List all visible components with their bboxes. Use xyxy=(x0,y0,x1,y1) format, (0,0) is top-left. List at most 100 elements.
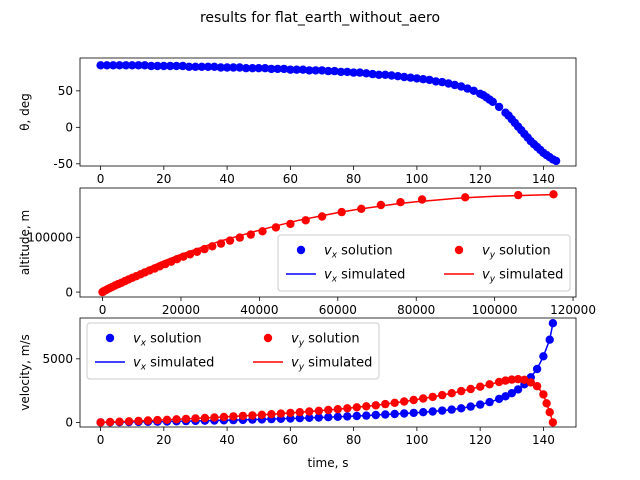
legend-label: vy solution xyxy=(291,332,360,349)
data-point xyxy=(461,193,470,202)
data-point xyxy=(185,250,195,259)
data-point xyxy=(357,204,366,213)
data-point xyxy=(222,63,232,72)
data-point xyxy=(343,67,352,77)
legend-symbol: v xyxy=(324,268,332,283)
legend-subscript: x xyxy=(331,275,338,285)
legend-subscript: x xyxy=(140,339,147,349)
legend-label: vx solution xyxy=(133,332,202,349)
legend-symbol: v xyxy=(291,356,299,371)
data-point xyxy=(551,156,561,166)
x-tick-label: 100000 xyxy=(472,303,518,317)
legend-label: vx solution xyxy=(324,244,393,261)
data-point xyxy=(301,216,310,225)
y-tick-label: 5000 xyxy=(42,352,73,366)
data-point xyxy=(153,61,162,71)
x-tick-label: 0 xyxy=(97,433,105,447)
data-point xyxy=(241,63,251,73)
legend-word: simulated xyxy=(495,268,563,283)
data-point xyxy=(355,68,365,77)
data-point xyxy=(324,66,333,76)
data-point xyxy=(376,200,386,210)
legend-label: vy solution xyxy=(482,244,551,261)
data-point xyxy=(336,67,346,77)
x-tick-label: 120 xyxy=(469,433,492,447)
data-point xyxy=(425,75,434,85)
legend-word: solution xyxy=(337,244,393,259)
data-point xyxy=(330,66,339,76)
y-tick-label: 0 xyxy=(65,416,73,430)
series-line xyxy=(100,323,554,424)
data-point xyxy=(260,63,270,73)
data-point xyxy=(393,72,403,81)
data-point xyxy=(396,198,405,207)
legend-symbol: v xyxy=(133,356,141,371)
data-point xyxy=(311,66,320,75)
data-point xyxy=(279,64,289,74)
data-point xyxy=(267,64,276,74)
legend-symbol: v xyxy=(482,268,490,283)
data-point xyxy=(208,242,217,251)
legend-subscript: x xyxy=(140,363,147,373)
x-tick-label: 100 xyxy=(405,433,428,447)
legend-word: simulated xyxy=(337,268,405,283)
legend-subscript: y xyxy=(489,251,496,261)
data-point xyxy=(400,72,409,82)
data-point xyxy=(292,65,301,74)
x-tick-label: 100 xyxy=(405,172,428,186)
legend-symbol: v xyxy=(291,332,299,347)
x-tick-label: 40 xyxy=(219,433,234,447)
data-point xyxy=(179,252,188,261)
axes-frame xyxy=(79,187,577,298)
x-tick-label: 80 xyxy=(346,172,361,186)
data-point xyxy=(337,207,346,217)
y-axis-label: altitude, m xyxy=(18,210,32,275)
x-tick-label: 60 xyxy=(283,172,298,186)
data-point xyxy=(192,247,202,256)
legend-symbol: v xyxy=(133,332,141,347)
data-point xyxy=(102,61,112,70)
legend-word: solution xyxy=(304,332,360,347)
data-point xyxy=(235,233,244,242)
data-point xyxy=(417,195,427,204)
data-point xyxy=(494,102,504,112)
data-point xyxy=(178,61,187,71)
y-axis-label: velocity, m/s xyxy=(18,334,32,411)
legend-word: solution xyxy=(495,244,551,259)
x-tick-label: 80 xyxy=(346,433,361,447)
data-point xyxy=(203,62,213,71)
y-tick-label: -50 xyxy=(53,157,73,171)
data-point xyxy=(457,82,466,91)
legend-word: solution xyxy=(146,332,202,347)
data-point xyxy=(134,61,143,70)
x-tick-label: 20 xyxy=(156,172,171,186)
data-point xyxy=(191,62,200,71)
legend-word: simulated xyxy=(146,356,214,371)
data-point xyxy=(235,63,244,72)
data-point xyxy=(172,61,181,71)
data-point xyxy=(184,62,194,71)
x-axis-label: time, s xyxy=(308,456,349,470)
y-axis-label: θ, deg xyxy=(18,93,32,131)
data-point xyxy=(368,69,377,79)
x-tick-label: 80000 xyxy=(397,303,435,317)
data-point xyxy=(514,190,523,200)
legend-subscript: y xyxy=(489,275,496,285)
data-point xyxy=(271,223,281,232)
data-point xyxy=(349,68,358,77)
data-point xyxy=(317,212,327,221)
velocity-panel: 0 20 40 60 80 100 120 140 0 5000 velocity, m/s time… xyxy=(18,317,577,470)
data-point xyxy=(381,70,390,80)
legend-subscript: x xyxy=(331,251,338,261)
data-point xyxy=(229,63,238,72)
figure-title: results for flat_earth_without_aero xyxy=(200,10,440,26)
legend-symbol: v xyxy=(482,244,490,259)
data-point xyxy=(166,61,175,71)
data-point xyxy=(197,62,206,71)
legend-subscript: y xyxy=(298,339,305,349)
data-point xyxy=(286,219,295,229)
x-tick-label: 140 xyxy=(532,172,555,186)
data-point xyxy=(305,66,314,75)
data-point xyxy=(140,61,149,70)
